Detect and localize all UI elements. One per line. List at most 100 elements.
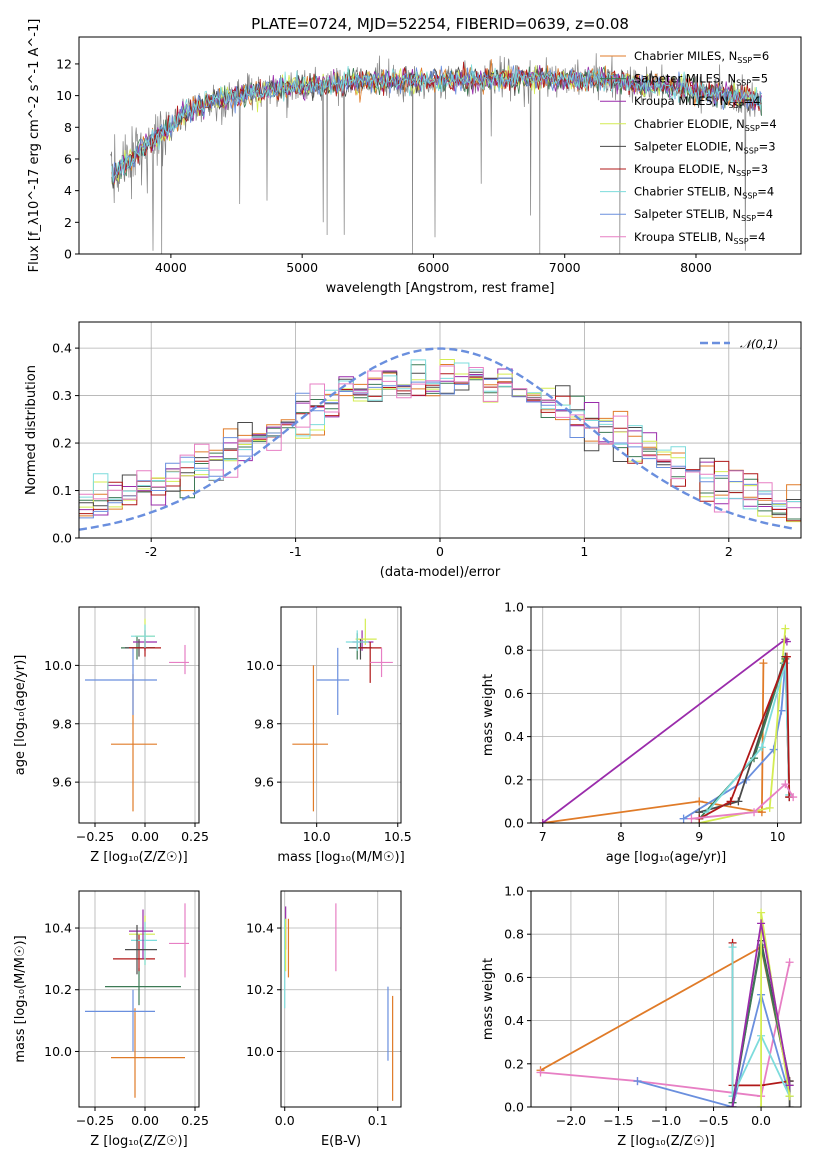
plot-area — [536, 908, 794, 1107]
axes-box — [78, 606, 200, 824]
panel-age-weight: 7 8 9 10 0.0 0.2 0.4 0.6 0.8 1.0 age [log₁₀(age/yr… — [481, 600, 802, 865]
x-axis-label: Z [log₁₀(Z/Z☉)] — [90, 1134, 187, 1149]
axes-box — [530, 606, 802, 824]
weight-marker — [785, 1081, 794, 1090]
weight-marker — [785, 1092, 794, 1101]
x-tick-label: −0.5 — [698, 1113, 728, 1128]
panel-z-mass: −0.25 0.00 0.25 10.0 10.2 10.4 Z [log₁₀(Z/Z☉)]… — [13, 890, 209, 1149]
y-tick-label: 0.0 — [504, 1100, 524, 1115]
axes-frame: 10.0 10.5 9.6 9.8 10.0 mass [log₁₀(M/M☉)] — [246, 606, 412, 865]
x-tick-label: 6000 — [418, 260, 450, 275]
y-tick-label: 9.8 — [254, 716, 274, 731]
x-tick-label: 9 — [695, 829, 703, 844]
x-tick-label: −1.0 — [651, 1113, 681, 1128]
x-tick-label: 5000 — [286, 260, 318, 275]
weight-marker — [757, 919, 766, 928]
weight-marker — [536, 1068, 545, 1077]
axes-frame: 7 8 9 10 0.0 0.2 0.4 0.6 0.8 1.0 age [log₁₀(age/yr… — [481, 600, 802, 865]
histogram-7 — [79, 375, 801, 538]
y-tick-label: 0.2 — [52, 436, 72, 451]
y-axis-label: mass [log₁₀(M/M☉)] — [13, 935, 28, 1062]
x-axis-label: wavelength [Angstrom, rest frame] — [326, 281, 555, 296]
x-tick-label: 0.25 — [181, 829, 209, 844]
weight-marker — [750, 808, 759, 817]
weight-marker — [679, 814, 688, 823]
axes-frame: −2.0 −1.5 −1.0 −0.5 0.0 0.0 0.2 0.4 0.6 0.8 1.0 Z [… — [481, 884, 802, 1149]
weight-marker — [734, 797, 743, 806]
y-tick-label: 10.4 — [246, 921, 274, 936]
weight-marker — [695, 797, 704, 806]
y-tick-label: 9.6 — [254, 775, 274, 790]
model-line-6 — [111, 65, 762, 181]
axes-frame: −0.25 0.00 0.25 10.0 10.2 10.4 Z [log₁₀(Z/Z☉)]… — [13, 890, 209, 1149]
panel-z-age: −0.25 0.00 0.25 9.6 9.8 10.0 Z [log₁₀(Z/Z☉)] ag… — [13, 606, 209, 865]
weight-marker — [728, 943, 737, 952]
x-tick-label: 2 — [725, 544, 733, 559]
x-axis-label: E(B-V) — [321, 1134, 361, 1149]
weight-line-7 — [698, 656, 791, 820]
weight-line-1 — [542, 638, 788, 823]
y-tick-label: 0.0 — [52, 531, 72, 546]
x-tick-label: 0.0 — [751, 1113, 771, 1128]
y-tick-label: 1.0 — [504, 600, 524, 615]
axes-frame: 0.0 0.1 10.0 10.2 10.4 E(B-V) — [246, 890, 402, 1149]
weight-marker — [757, 908, 766, 917]
legend: Chabrier MILES, NSSP=6 Salpeter MILES, NS… — [600, 49, 777, 246]
y-tick-label: 12 — [56, 56, 72, 71]
panel-spectrum: 4000 5000 6000 7000 8000 0 2 4 6 8 10 12 wavelength … — [27, 15, 802, 296]
x-tick-label: 0.25 — [181, 1113, 209, 1128]
legend-label-8: Salpeter STELIB, NSSP=4 — [634, 207, 773, 223]
legend-label-5: Salpeter ELODIE, NSSP=3 — [634, 139, 776, 155]
weight-marker — [782, 652, 791, 661]
x-tick-label: −0.25 — [76, 1113, 114, 1128]
weight-marker — [538, 819, 547, 823]
y-tick-label: 4 — [64, 183, 72, 198]
x-tick-label: 10.5 — [384, 829, 412, 844]
x-tick-label: −0.25 — [76, 829, 114, 844]
x-tick-label: 0.00 — [131, 1113, 159, 1128]
weight-line-3 — [699, 628, 787, 823]
weight-marker — [633, 1077, 642, 1086]
y-tick-label: 10.4 — [44, 921, 72, 936]
axes-box — [280, 890, 402, 1108]
legend-label-2: Salpeter MILES, NSSP=5 — [634, 72, 768, 88]
axes-box — [78, 36, 802, 255]
y-tick-label: 10.0 — [44, 658, 72, 673]
y-axis-label: mass weight — [481, 674, 496, 756]
panel-z-weight: −2.0 −1.5 −1.0 −0.5 0.0 0.0 0.2 0.4 0.6 0.8 1.0 Z [… — [481, 884, 802, 1149]
weight-line-4 — [731, 947, 791, 1097]
weight-line-2 — [637, 991, 791, 1107]
x-tick-label: 0 — [436, 544, 444, 559]
x-tick-label: 7 — [539, 829, 547, 844]
legend-label-9: Kroupa STELIB, NSSP=4 — [634, 230, 765, 246]
weight-marker — [789, 793, 798, 802]
x-tick-label: 4000 — [155, 260, 187, 275]
x-tick-label: 0.0 — [275, 1113, 295, 1128]
y-tick-label: 0 — [64, 247, 72, 262]
x-axis-label: age [log₁₀(age/yr)] — [606, 850, 727, 865]
y-tick-label: 0.2 — [504, 1056, 524, 1071]
x-tick-label: 8000 — [680, 260, 712, 275]
weight-marker — [759, 659, 768, 668]
x-axis-label: Z [log₁₀(Z/Z☉)] — [617, 1134, 714, 1149]
plot-area — [538, 624, 798, 823]
panel-residuals: -2 -1 0 1 2 0.0 0.1 0.2 0.3 0.4 (data-model)/error… — [24, 321, 802, 580]
x-axis-label: mass [log₁₀(M/M☉)] — [277, 850, 404, 865]
x-tick-label: 8 — [617, 829, 625, 844]
y-tick-label: 8 — [64, 120, 72, 135]
y-tick-label: 10.0 — [44, 1044, 72, 1059]
y-axis-label: age [log₁₀(age/yr)] — [13, 655, 28, 776]
x-tick-label: 1 — [580, 544, 588, 559]
y-tick-label: 10.0 — [246, 658, 274, 673]
plot-area — [110, 53, 762, 254]
legend-label-4: Chabrier ELODIE, NSSP=4 — [634, 117, 777, 133]
x-tick-label: -2 — [145, 544, 157, 559]
x-axis-label: (data-model)/error — [380, 565, 501, 580]
weight-line-0 — [542, 663, 765, 823]
y-tick-label: 0.4 — [504, 729, 524, 744]
y-tick-label: 10.2 — [44, 982, 72, 997]
chart-title: PLATE=0724, MJD=52254, FIBERID=0639, z=0… — [251, 15, 629, 33]
axes-frame: 4000 5000 6000 7000 8000 0 2 4 6 8 10 12 wavelength … — [27, 15, 802, 296]
weight-marker — [687, 814, 696, 823]
